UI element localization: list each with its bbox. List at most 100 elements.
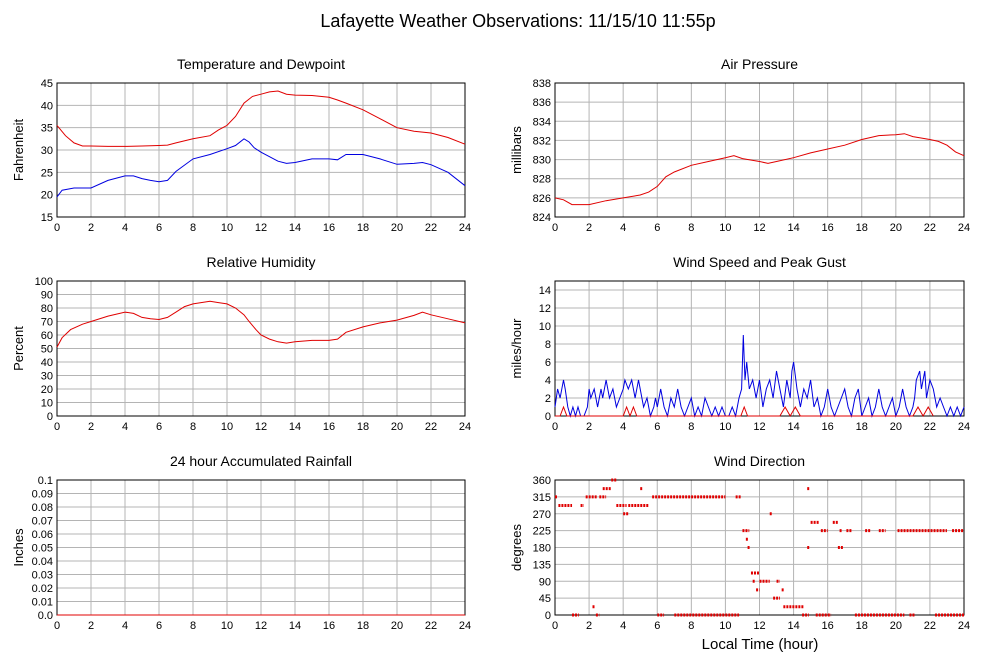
y-tick-label: 0.04 [32, 556, 53, 568]
y-tick-label: 0.01 [32, 597, 53, 609]
y-tick-label: 100 [35, 276, 53, 288]
x-tick-label: 6 [654, 620, 660, 632]
x-tick-label: 24 [958, 222, 970, 234]
chart-title: Relative Humidity [207, 254, 316, 270]
x-tick-label: 10 [719, 620, 731, 632]
x-tick-label: 12 [753, 222, 765, 234]
y-tick-label: 35 [41, 123, 53, 135]
x-tick-label: 4 [620, 222, 626, 234]
x-tick-label: 8 [688, 620, 694, 632]
y-tick-label: 90 [41, 290, 53, 302]
series-line-red [56, 90, 466, 147]
y-tick-label: 45 [539, 593, 551, 605]
x-tick-label: 8 [190, 620, 196, 632]
y-tick-label: 40 [41, 357, 53, 369]
y-tick-label: 6 [545, 357, 551, 369]
y-tick-label: 360 [533, 475, 551, 487]
y-tick-label: 20 [41, 190, 53, 202]
x-tick-label: 14 [289, 222, 301, 234]
x-tick-label: 4 [122, 222, 128, 234]
x-tick-label: 18 [856, 222, 868, 234]
x-tick-label: 24 [459, 620, 471, 632]
y-tick-label: 180 [533, 543, 551, 555]
x-tick-label: 18 [856, 421, 868, 433]
x-tick-label: 12 [255, 222, 267, 234]
y-tick-label: 225 [533, 526, 551, 538]
plot-frame [56, 280, 466, 417]
x-tick-label: 24 [459, 421, 471, 433]
x-tick-label: 22 [924, 222, 936, 234]
x-tick-label: 8 [190, 222, 196, 234]
plot-frame [554, 82, 965, 218]
plot-frame [56, 82, 466, 218]
series-line-blue [554, 334, 965, 418]
y-tick-label: 40 [41, 100, 53, 112]
x-tick-label: 10 [719, 421, 731, 433]
series-line-red [555, 405, 934, 418]
x-tick-label: 22 [924, 421, 936, 433]
x-tick-label: 16 [822, 222, 834, 234]
x-tick-label: 0 [552, 421, 558, 433]
y-tick-label: 10 [41, 398, 53, 410]
series-line-red [56, 300, 466, 348]
x-tick-label: 12 [753, 421, 765, 433]
chart-title: Wind Speed and Peak Gust [673, 254, 846, 270]
y-tick-label: 826 [533, 193, 551, 205]
x-tick-label: 18 [357, 620, 369, 632]
y-axis-label: degrees [509, 524, 524, 571]
x-tick-label: 2 [88, 620, 94, 632]
y-tick-label: 25 [41, 167, 53, 179]
x-tick-label: 2 [88, 421, 94, 433]
y-axis-label: miles/hour [509, 318, 524, 379]
y-tick-label: 830 [533, 155, 551, 167]
y-tick-label: 0.05 [32, 543, 53, 555]
y-axis-label: Percent [11, 326, 26, 371]
global-x-label: Local Time (hour) [702, 636, 819, 653]
y-tick-label: 824 [533, 212, 551, 224]
y-tick-label: 4 [545, 375, 551, 387]
y-axis-label: millibars [509, 126, 524, 174]
x-tick-label: 16 [822, 421, 834, 433]
chart-title: Temperature and Dewpoint [177, 56, 345, 72]
x-tick-label: 14 [787, 421, 799, 433]
x-tick-label: 18 [856, 620, 868, 632]
x-tick-label: 2 [586, 222, 592, 234]
x-tick-label: 4 [620, 620, 626, 632]
x-tick-label: 0 [552, 620, 558, 632]
y-tick-label: 0.1 [38, 475, 53, 487]
chart-title: Air Pressure [721, 56, 798, 72]
y-tick-label: 70 [41, 317, 53, 329]
x-tick-label: 24 [459, 222, 471, 234]
y-tick-label: 838 [533, 78, 551, 90]
y-tick-label: 0 [545, 411, 551, 423]
x-tick-label: 14 [787, 222, 799, 234]
x-tick-label: 16 [323, 222, 335, 234]
x-tick-label: 0 [54, 222, 60, 234]
x-tick-label: 8 [688, 222, 694, 234]
y-tick-label: 0.07 [32, 516, 53, 528]
x-tick-label: 12 [753, 620, 765, 632]
x-tick-label: 22 [924, 620, 936, 632]
x-tick-label: 4 [122, 620, 128, 632]
x-tick-label: 14 [289, 421, 301, 433]
x-tick-label: 6 [156, 222, 162, 234]
x-tick-label: 22 [425, 421, 437, 433]
page-title: Lafayette Weather Observations: 11/15/10… [320, 11, 715, 31]
y-tick-label: 0 [47, 411, 53, 423]
y-tick-label: 30 [41, 145, 53, 157]
x-tick-label: 20 [391, 620, 403, 632]
y-tick-label: 10 [539, 321, 551, 333]
y-tick-label: 315 [533, 492, 551, 504]
y-tick-label: 0.02 [32, 583, 53, 595]
y-tick-label: 828 [533, 174, 551, 186]
y-tick-label: 836 [533, 97, 551, 109]
x-tick-label: 0 [552, 222, 558, 234]
y-tick-label: 12 [539, 303, 551, 315]
chart-title: Wind Direction [714, 453, 805, 469]
y-tick-label: 834 [533, 116, 551, 128]
x-tick-label: 8 [688, 421, 694, 433]
